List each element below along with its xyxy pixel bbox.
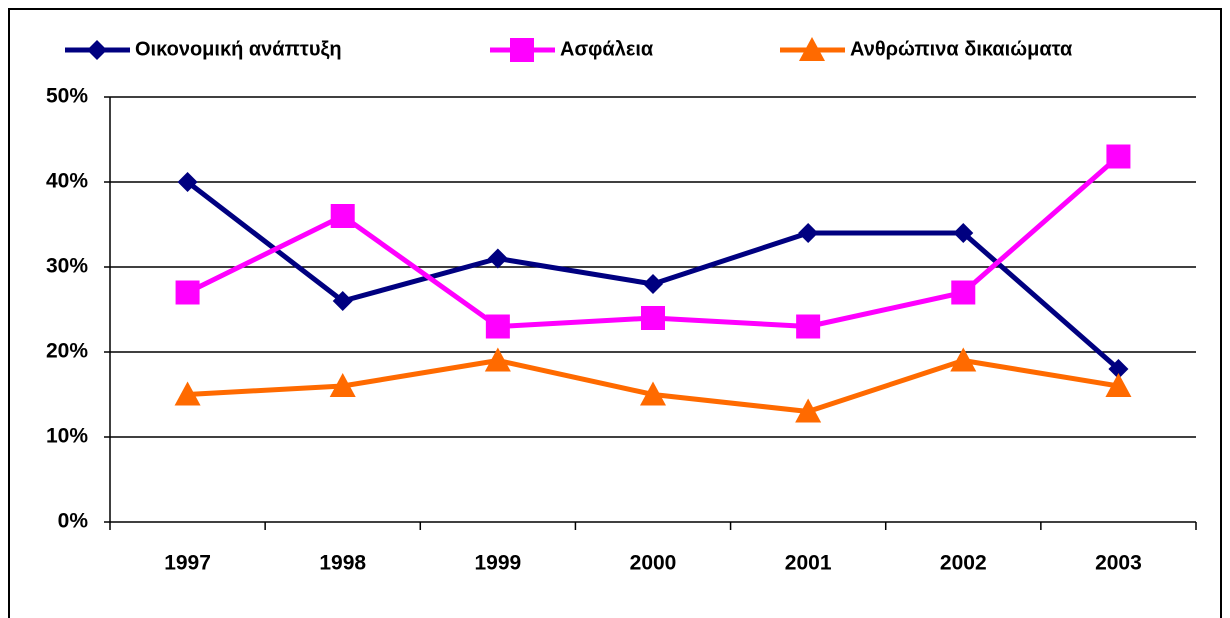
point-marker	[329, 373, 356, 397]
point-marker	[485, 314, 510, 339]
point-marker	[487, 248, 508, 269]
legend-label: Οικονομική ανάπτυξη	[135, 38, 342, 60]
point-marker	[796, 314, 821, 339]
point-marker	[641, 306, 665, 330]
x-tick-label: 1998	[319, 552, 366, 575]
legend-marker	[510, 38, 534, 62]
legend-label: Ασφάλεια	[560, 38, 654, 60]
y-tick-label: 10%	[46, 425, 88, 448]
legend-marker	[87, 40, 107, 60]
y-tick-label: 20%	[46, 340, 88, 363]
point-marker	[330, 204, 355, 228]
point-marker	[1106, 144, 1131, 169]
point-marker	[1105, 373, 1132, 397]
point-marker	[795, 398, 822, 423]
x-tick-label: 2003	[1095, 552, 1142, 575]
point-marker	[643, 274, 663, 294]
point-marker	[951, 280, 976, 305]
point-marker	[174, 381, 201, 406]
point-marker	[950, 347, 977, 372]
point-marker	[332, 291, 353, 311]
point-marker	[798, 223, 819, 243]
x-tick-label: 2001	[785, 552, 832, 575]
point-marker	[177, 172, 198, 192]
point-marker	[484, 347, 511, 372]
x-tick-label: 2000	[630, 552, 677, 575]
y-tick-label: 50%	[46, 85, 88, 108]
point-marker	[1108, 359, 1129, 379]
chart-frame	[8, 8, 1222, 618]
point-marker	[953, 223, 974, 243]
x-tick-label: 1997	[164, 552, 211, 575]
x-tick-label: 1999	[474, 552, 521, 575]
point-marker	[640, 381, 666, 406]
point-marker	[175, 280, 200, 305]
y-tick-label: 30%	[46, 255, 88, 278]
x-tick-label: 2002	[940, 552, 987, 575]
y-tick-label: 0%	[58, 510, 89, 533]
legend-marker	[799, 37, 825, 61]
y-tick-label: 40%	[46, 170, 88, 193]
legend-label: Ανθρώπινα δικαιώματα	[850, 38, 1073, 60]
